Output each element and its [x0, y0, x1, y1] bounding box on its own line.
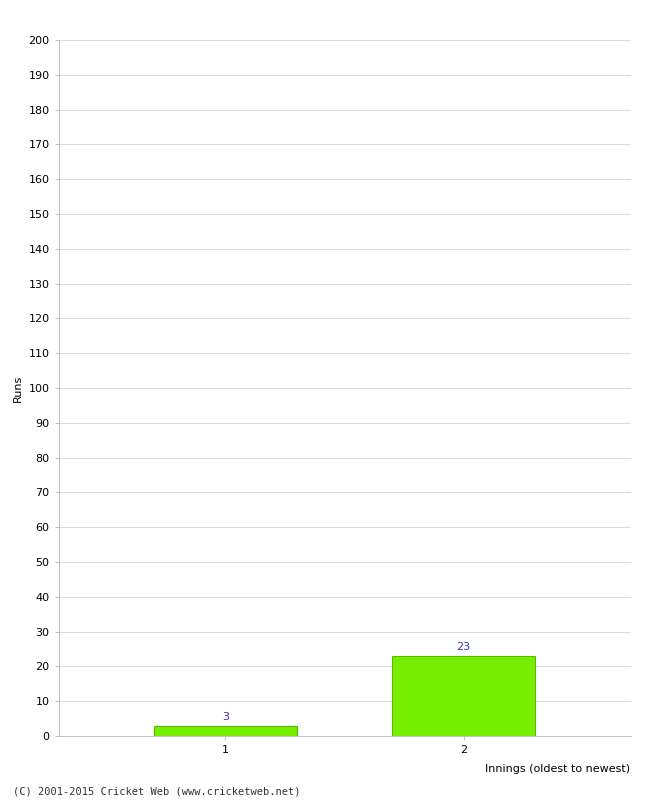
Bar — [392, 656, 535, 736]
Text: 23: 23 — [456, 642, 471, 653]
X-axis label: Innings (oldest to newest): Innings (oldest to newest) — [486, 764, 630, 774]
Text: (C) 2001-2015 Cricket Web (www.cricketweb.net): (C) 2001-2015 Cricket Web (www.cricketwe… — [13, 786, 300, 796]
Y-axis label: Runs: Runs — [13, 374, 23, 402]
Bar — [154, 726, 297, 736]
Text: 3: 3 — [222, 712, 229, 722]
